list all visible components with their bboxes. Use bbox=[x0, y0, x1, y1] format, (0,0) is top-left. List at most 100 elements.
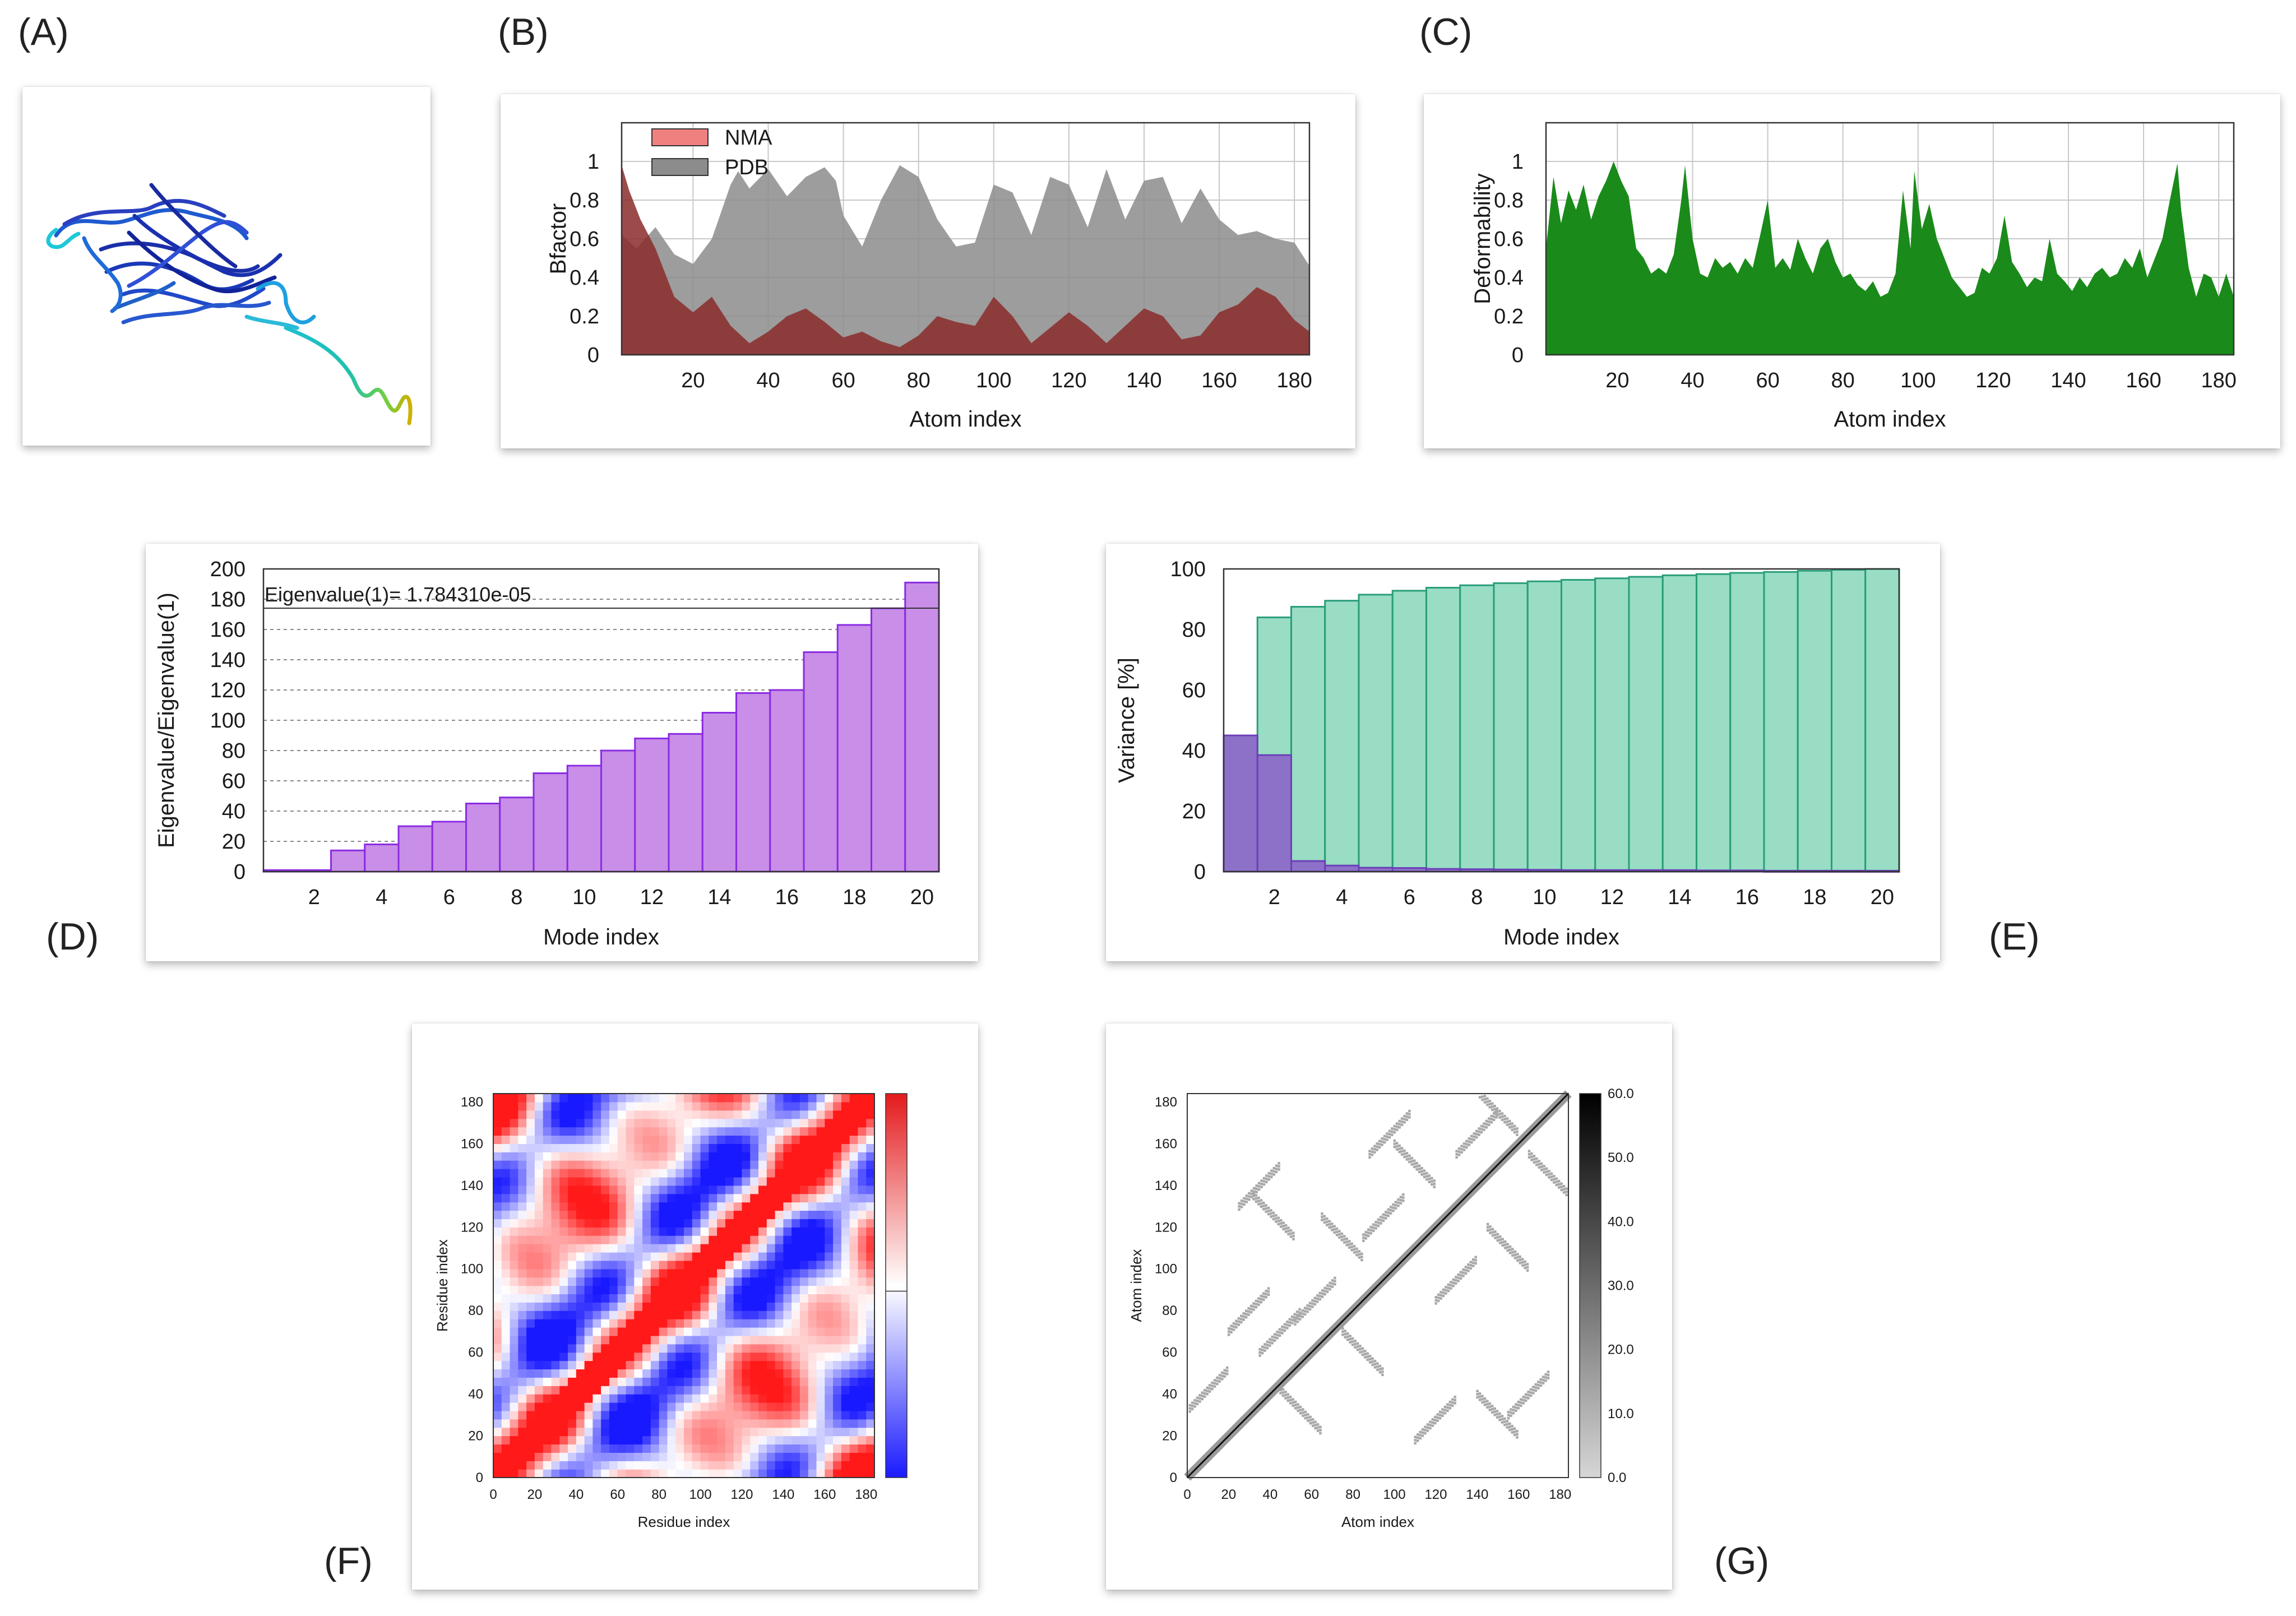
contact-dot bbox=[1452, 1281, 1455, 1284]
covariance-cell bbox=[584, 1244, 593, 1253]
covariance-cell bbox=[642, 1360, 651, 1370]
covariance-cell bbox=[592, 1118, 601, 1128]
y-tick-label: 80 bbox=[222, 739, 246, 763]
covariance-cell bbox=[791, 1268, 800, 1278]
covariance-cell bbox=[592, 1427, 601, 1437]
covariance-cell bbox=[659, 1394, 668, 1403]
covariance-cell bbox=[559, 1210, 568, 1219]
contact-dot bbox=[1424, 1425, 1427, 1429]
covariance-cell bbox=[866, 1327, 874, 1336]
covariance-cell bbox=[534, 1219, 544, 1228]
contact-dot bbox=[1266, 1346, 1269, 1350]
covariance-cell bbox=[617, 1169, 627, 1178]
covariance-cell bbox=[493, 1110, 502, 1119]
covariance-cell bbox=[659, 1210, 668, 1219]
contact-dot bbox=[1517, 1404, 1520, 1406]
covariance-cell bbox=[858, 1160, 867, 1169]
covariance-cell bbox=[700, 1268, 709, 1278]
covariance-cell bbox=[675, 1169, 684, 1178]
contact-dot bbox=[1306, 1307, 1309, 1310]
contact-dot bbox=[1506, 1423, 1509, 1426]
contact-dot bbox=[1530, 1155, 1533, 1158]
x-tick-label: 180 bbox=[2201, 369, 2236, 392]
covariance-cell bbox=[493, 1335, 502, 1345]
covariance-cell bbox=[634, 1210, 643, 1219]
covariance-cell bbox=[742, 1369, 751, 1378]
covariance-cell bbox=[841, 1260, 850, 1270]
covariance-cell bbox=[825, 1193, 834, 1203]
covariance-cell bbox=[650, 1285, 660, 1294]
covariance-cell bbox=[617, 1202, 627, 1211]
covariance-cell bbox=[692, 1319, 701, 1328]
y-tick-label: 160 bbox=[210, 618, 246, 642]
contact-dot bbox=[1369, 1225, 1372, 1229]
contact-dot bbox=[1257, 1202, 1260, 1206]
covariance-cell bbox=[559, 1094, 568, 1103]
covariance-cell bbox=[650, 1461, 660, 1470]
covariance-cell bbox=[849, 1469, 859, 1478]
covariance-cell bbox=[816, 1419, 825, 1428]
covariance-cell bbox=[493, 1219, 502, 1228]
contact-dot bbox=[1499, 1235, 1502, 1238]
contact-dot bbox=[1392, 1209, 1395, 1212]
contact-dot bbox=[1507, 1410, 1510, 1414]
covariance-cell bbox=[783, 1101, 792, 1111]
contact-dot bbox=[1386, 1132, 1388, 1135]
panel-letter-e: (E) bbox=[1989, 915, 2040, 958]
covariance-cell bbox=[659, 1202, 668, 1211]
covariance-cell bbox=[626, 1344, 635, 1353]
contact-dot bbox=[1385, 1211, 1387, 1214]
covariance-cell bbox=[626, 1461, 635, 1470]
contact-dot bbox=[1413, 1159, 1416, 1163]
x-axis-label: Atom index bbox=[1834, 407, 1946, 432]
bar-mode-12 bbox=[634, 737, 670, 873]
contact-dot bbox=[1410, 1163, 1414, 1166]
covariance-cell bbox=[766, 1202, 776, 1211]
covariance-cell bbox=[650, 1252, 660, 1261]
covariance-cell bbox=[783, 1202, 792, 1211]
covariance-cell bbox=[849, 1202, 859, 1211]
contact-dot bbox=[1255, 1184, 1258, 1187]
covariance-cell bbox=[866, 1101, 874, 1111]
covariance-cell bbox=[750, 1311, 759, 1319]
covariance-cell bbox=[858, 1311, 867, 1319]
covariance-cell bbox=[833, 1335, 842, 1345]
contact-dot bbox=[1398, 1147, 1401, 1150]
contact-dot bbox=[1356, 1345, 1359, 1348]
covariance-cell bbox=[783, 1285, 792, 1294]
contact-dot bbox=[1400, 1153, 1404, 1156]
covariance-cell bbox=[799, 1386, 809, 1395]
covariance-cell bbox=[758, 1235, 767, 1244]
y-tick-label: 20 bbox=[222, 830, 246, 854]
contact-dot bbox=[1400, 1117, 1404, 1120]
covariance-cell bbox=[675, 1185, 684, 1194]
covariance-cell bbox=[526, 1294, 535, 1303]
covariance-cell bbox=[526, 1193, 535, 1203]
contact-dot bbox=[1346, 1332, 1349, 1335]
covariance-cell bbox=[808, 1386, 817, 1395]
covariance-cell bbox=[791, 1427, 800, 1437]
x-tick-label: 0 bbox=[1183, 1487, 1191, 1502]
covariance-cell bbox=[758, 1210, 767, 1219]
bar-individual-4 bbox=[1324, 864, 1360, 873]
contact-dot bbox=[1393, 1145, 1396, 1149]
covariance-cell bbox=[791, 1311, 800, 1319]
x-tick-label: 140 bbox=[1126, 369, 1161, 392]
covariance-cell bbox=[543, 1101, 552, 1111]
covariance-cell bbox=[592, 1127, 601, 1136]
y-tick-label: 200 bbox=[210, 558, 246, 581]
covariance-cell bbox=[866, 1394, 874, 1403]
contact-dot bbox=[1260, 1182, 1263, 1186]
contact-dot bbox=[1321, 1212, 1323, 1215]
covariance-cell bbox=[559, 1127, 568, 1136]
covariance-cell bbox=[849, 1219, 859, 1228]
contact-dot bbox=[1318, 1291, 1322, 1295]
contact-dot bbox=[1426, 1423, 1429, 1426]
covariance-cell bbox=[626, 1394, 635, 1403]
covariance-cell bbox=[775, 1152, 784, 1161]
contact-dot bbox=[1381, 1373, 1384, 1376]
bar-individual-2 bbox=[1256, 754, 1292, 873]
contact-dot bbox=[1515, 1409, 1517, 1412]
contact-dot bbox=[1492, 1112, 1496, 1115]
covariance-cell bbox=[775, 1311, 784, 1319]
